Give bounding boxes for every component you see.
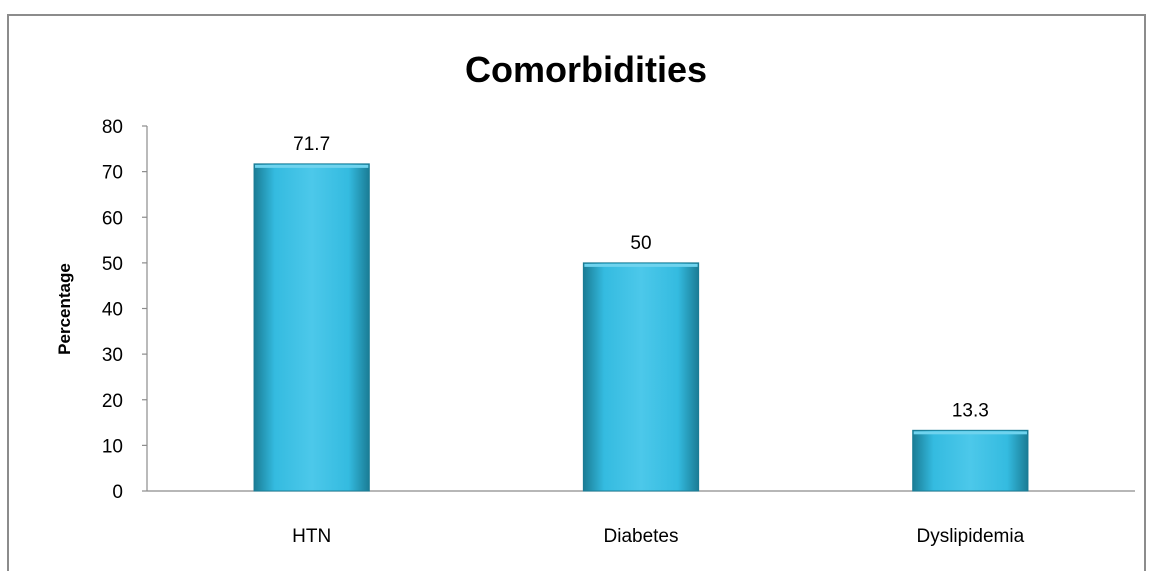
bar-top-highlight (584, 263, 698, 267)
x-category-label: HTN (292, 526, 331, 547)
y-tick-label: 30 (102, 345, 123, 366)
y-tick-label: 10 (102, 436, 123, 457)
y-tick-label: 50 (102, 254, 123, 275)
chart-title: Comorbidities (465, 49, 707, 90)
bar-diabetes (582, 262, 700, 492)
bars-group: 71.7 50 13.3 (253, 134, 1029, 492)
y-tick-label: 20 (102, 391, 123, 412)
x-category-label: Dyslipidemia (916, 526, 1024, 547)
data-label: 71.7 (293, 134, 330, 155)
x-category-label: Diabetes (604, 526, 679, 547)
y-tick-label: 60 (102, 208, 123, 229)
y-tick-label: 0 (112, 482, 123, 503)
y-tick-label: 70 (102, 163, 123, 184)
bar-top-highlight (913, 431, 1027, 435)
data-label: 50 (630, 233, 651, 254)
x-axis-categories: HTN Diabetes Dyslipidemia (292, 526, 1024, 547)
bar-dyslipidemia (912, 429, 1029, 492)
bar-htn (253, 163, 370, 492)
y-tick-label: 40 (102, 300, 123, 321)
y-axis-label: Percentage (55, 263, 74, 355)
data-label: 13.3 (952, 400, 989, 421)
bar-top-highlight (255, 164, 369, 168)
y-tick-label: 80 (102, 117, 123, 138)
y-axis-ticks: 0 10 20 30 40 50 60 70 80 (102, 117, 147, 503)
